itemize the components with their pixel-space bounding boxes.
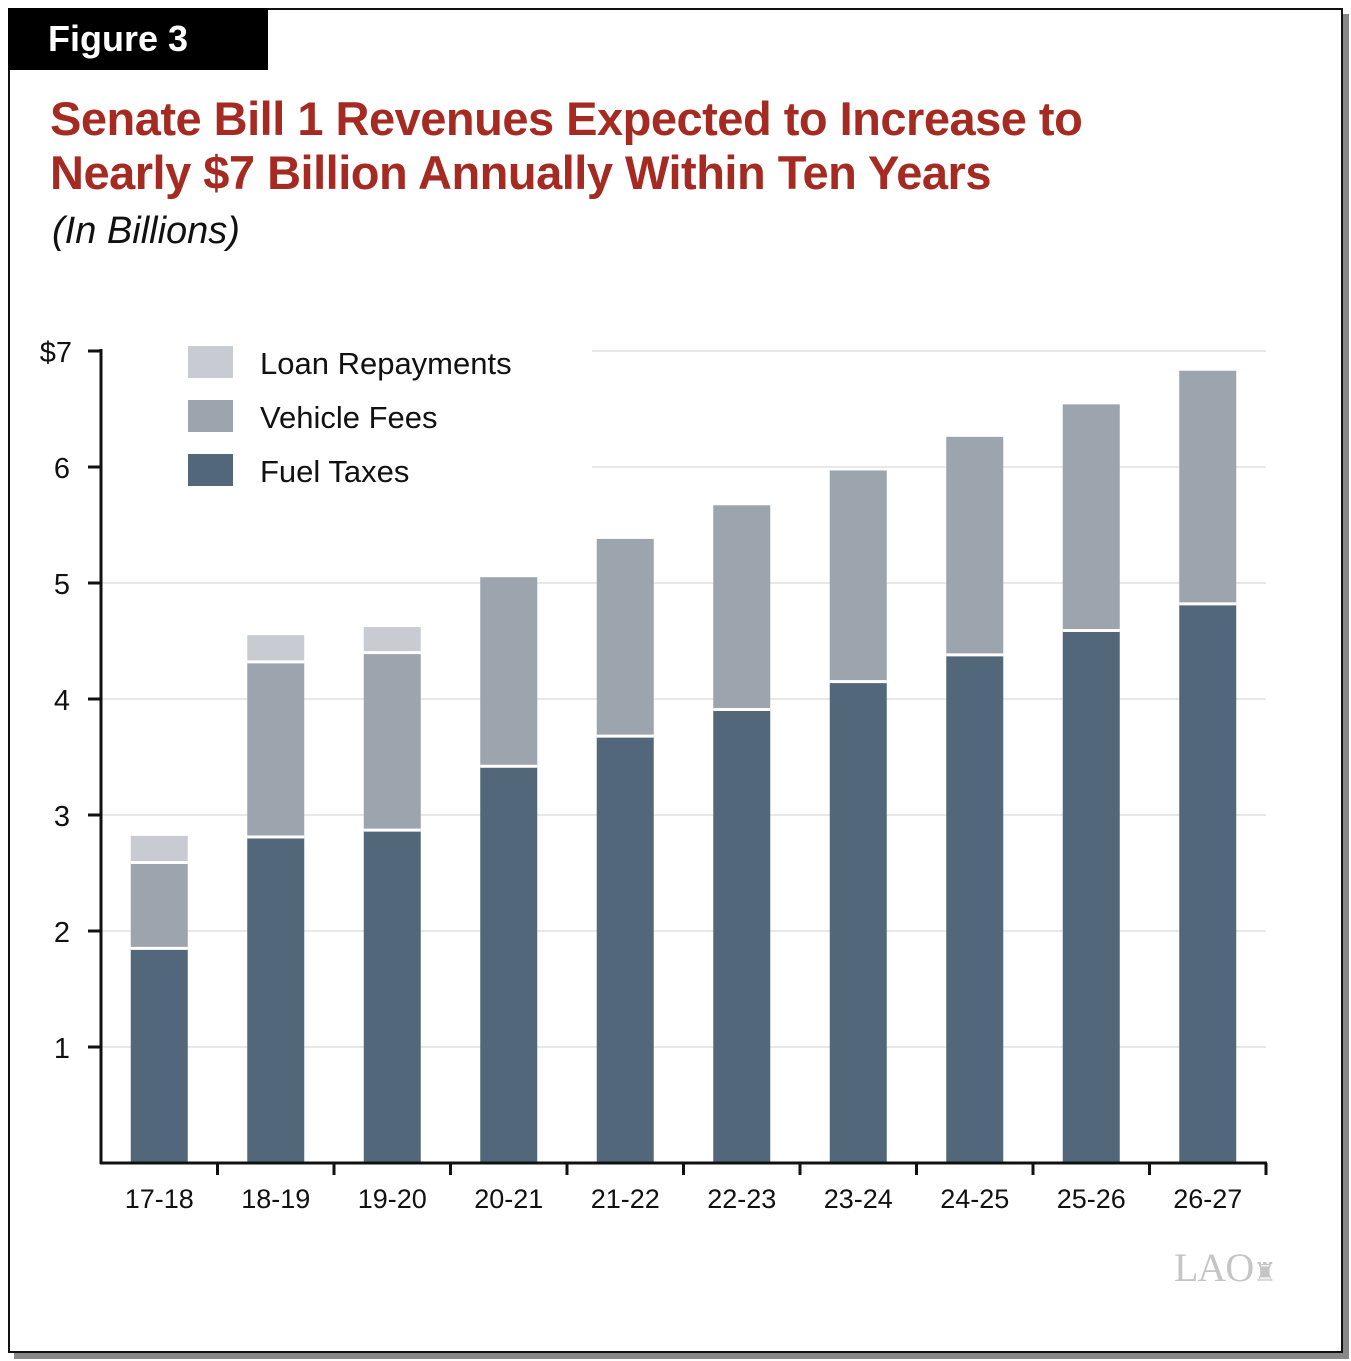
bar-vehicle-fees bbox=[713, 505, 771, 710]
legend-swatch-loan-repayments bbox=[188, 346, 233, 378]
bar-fuel-taxes bbox=[480, 766, 538, 1163]
legend-label: Vehicle Fees bbox=[260, 400, 438, 435]
figure-label: Figure 3 bbox=[8, 8, 268, 70]
x-tick-label: 19-20 bbox=[358, 1184, 427, 1214]
x-tick-label: 26-27 bbox=[1173, 1184, 1242, 1214]
y-tick-label: $7 bbox=[40, 337, 72, 369]
y-tick-label: 6 bbox=[54, 453, 70, 485]
y-tick-label: 5 bbox=[54, 569, 70, 601]
bar-vehicle-fees bbox=[829, 470, 887, 682]
bar-loan-repayments bbox=[247, 635, 305, 662]
bar-fuel-taxes bbox=[946, 654, 1004, 1163]
bar-fuel-taxes bbox=[713, 709, 771, 1163]
chart-title-line-1: Senate Bill 1 Revenues Expected to Incre… bbox=[50, 92, 1083, 145]
bar-fuel-taxes bbox=[1179, 603, 1237, 1163]
chart-title: Senate Bill 1 Revenues Expected to Incre… bbox=[50, 92, 1083, 200]
bar-fuel-taxes bbox=[596, 736, 654, 1163]
lao-logo: LAO♜ bbox=[1174, 1245, 1277, 1290]
x-tick-label: 24-25 bbox=[940, 1184, 1009, 1214]
figure-frame bbox=[8, 8, 1343, 1353]
bar-vehicle-fees bbox=[946, 436, 1004, 655]
y-tick-label: 1 bbox=[54, 1033, 70, 1065]
y-tick-label: 3 bbox=[54, 801, 70, 833]
bar-vehicle-fees bbox=[1179, 370, 1237, 604]
bar-fuel-taxes bbox=[130, 948, 188, 1163]
bar-vehicle-fees bbox=[596, 538, 654, 737]
bar-fuel-taxes bbox=[363, 830, 421, 1163]
x-tick-label: 21-22 bbox=[591, 1184, 660, 1214]
x-tick-label: 25-26 bbox=[1057, 1184, 1126, 1214]
chart-subtitle: (In Billions) bbox=[52, 210, 240, 252]
bar-vehicle-fees bbox=[1062, 404, 1120, 631]
bar-loan-repayments bbox=[363, 627, 421, 653]
x-tick-label: 18-19 bbox=[241, 1184, 310, 1214]
legend-swatch-vehicle-fees bbox=[188, 400, 233, 432]
bar-fuel-taxes bbox=[1062, 630, 1120, 1163]
chart-title-line-2: Nearly $7 Billion Annually Within Ten Ye… bbox=[50, 146, 991, 199]
bar-fuel-taxes bbox=[247, 837, 305, 1163]
y-tick-label: 2 bbox=[54, 917, 70, 949]
x-tick-label: 20-21 bbox=[474, 1184, 543, 1214]
legend-swatch-fuel-taxes bbox=[188, 454, 233, 486]
bar-vehicle-fees bbox=[247, 661, 305, 838]
x-tick-label: 22-23 bbox=[707, 1184, 776, 1214]
legend-label: Loan Repayments bbox=[260, 346, 512, 381]
y-tick-label: 4 bbox=[54, 685, 70, 717]
bar-fuel-taxes bbox=[829, 681, 887, 1163]
bar-vehicle-fees bbox=[363, 652, 421, 831]
x-tick-label: 17-18 bbox=[125, 1184, 194, 1214]
bar-vehicle-fees bbox=[130, 862, 188, 949]
bar-vehicle-fees bbox=[480, 577, 538, 767]
legend-label: Fuel Taxes bbox=[260, 454, 409, 489]
bar-loan-repayments bbox=[130, 835, 188, 863]
x-tick-label: 23-24 bbox=[824, 1184, 893, 1214]
